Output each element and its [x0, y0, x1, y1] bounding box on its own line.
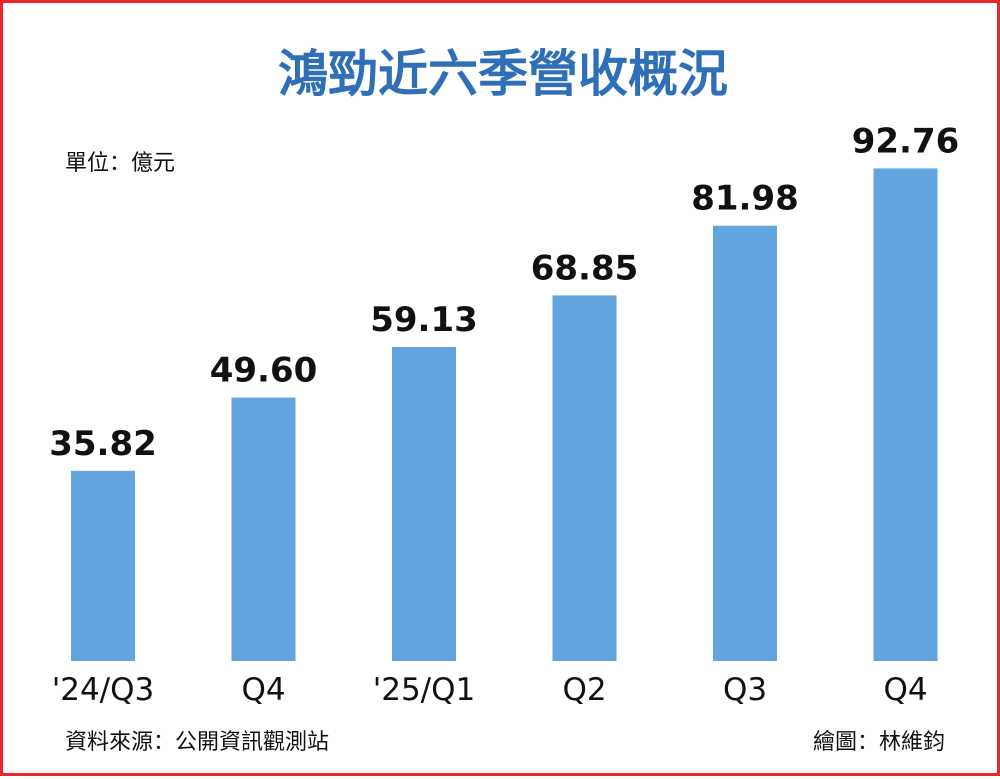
value-label-4: 81.98	[691, 179, 799, 219]
bar-4	[713, 225, 777, 661]
unit-label: 單位：億元	[65, 151, 175, 176]
x-tick-label-2: '25/Q1	[373, 672, 476, 708]
x-tick-label-0: '24/Q3	[52, 672, 155, 708]
bar-chart: 鴻勁近六季營收概況 單位：億元 35.82 49.60 59.13 68.85 81.9…	[49, 45, 959, 755]
bar-3	[552, 295, 617, 661]
source-note: 資料來源：公開資訊觀測站	[65, 730, 329, 755]
x-tick-label-3: Q2	[562, 672, 606, 708]
value-labels-group: 35.82 49.60 59.13 68.85 81.98 92.76	[49, 121, 959, 463]
x-tick-label-4: Q3	[723, 672, 767, 708]
credit-note: 繪圖：林維鈞	[813, 730, 945, 755]
x-tick-label-5: Q4	[883, 672, 927, 708]
bar-1	[231, 397, 296, 661]
bar-5	[873, 168, 938, 661]
x-tick-label-1: Q4	[241, 672, 285, 708]
value-label-1: 49.60	[210, 351, 318, 391]
x-tick-labels-group: '24/Q3 Q4 '25/Q1 Q2 Q3 Q4	[52, 672, 928, 708]
bar-2	[392, 347, 456, 661]
value-label-5: 92.76	[852, 121, 960, 161]
chart-title: 鴻勁近六季營收概況	[278, 45, 728, 103]
value-label-3: 68.85	[531, 248, 639, 288]
value-label-0: 35.82	[49, 424, 157, 464]
value-label-2: 59.13	[370, 300, 478, 340]
bar-0	[71, 470, 135, 661]
bars-group	[71, 168, 938, 661]
